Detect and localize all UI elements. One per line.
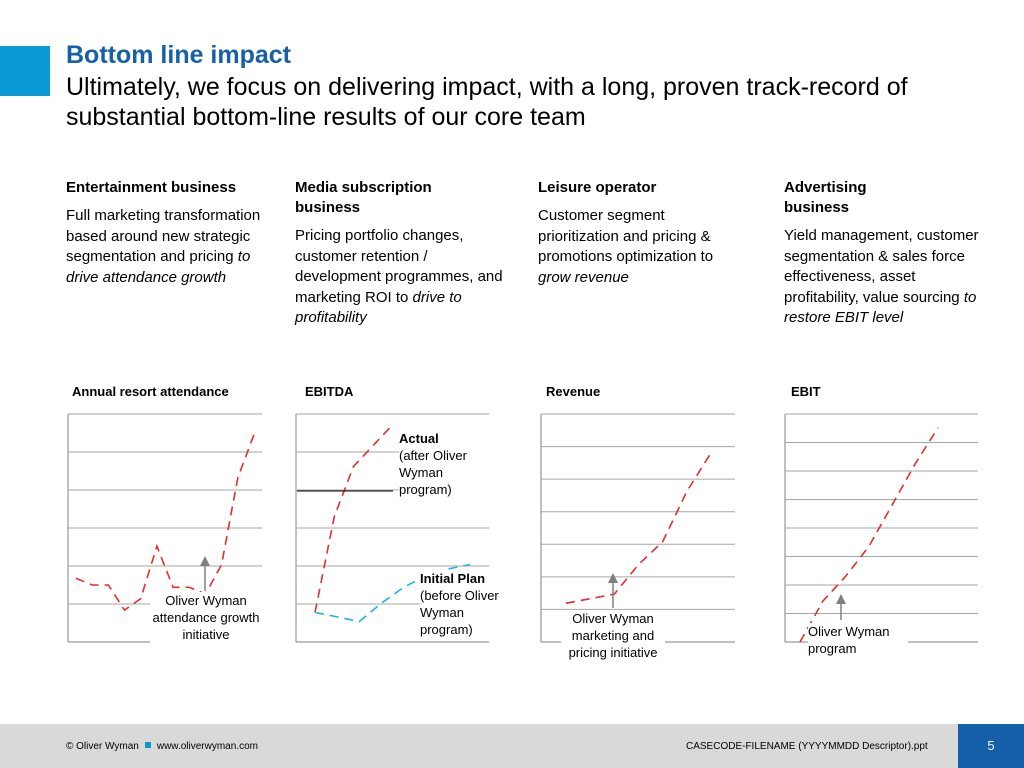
chart-title-revenue: Revenue bbox=[546, 384, 601, 399]
description-emphasis: to restore EBIT level bbox=[784, 288, 977, 327]
page-number: 5 bbox=[958, 724, 1024, 768]
description-text: Pricing portfolio changes, customer rete… bbox=[295, 227, 503, 306]
column-description: Pricing portfolio changes, customer rete… bbox=[295, 226, 510, 329]
chart-title-attendance: Annual resort attendance bbox=[72, 384, 229, 399]
accent-square bbox=[0, 46, 50, 96]
chart-title-ebitda: EBITDA bbox=[305, 384, 354, 399]
column-media: Media subscription business Pricing port… bbox=[295, 178, 510, 329]
actual-title: Actual bbox=[399, 431, 439, 446]
description-emphasis: drive to profitability bbox=[295, 288, 462, 327]
chart-note-revenue: Oliver Wyman marketing and pricing initi… bbox=[561, 610, 665, 661]
bullet-square-icon bbox=[144, 742, 151, 748]
plan-annotation: Initial Plan (before Oliver Wyman progra… bbox=[420, 570, 510, 638]
column-description: Full marketing transformation based arou… bbox=[66, 206, 266, 288]
chart-note-ebit: Oliver Wyman program bbox=[808, 623, 908, 657]
column-description: Customer segment prioritization and pric… bbox=[538, 206, 728, 288]
website-link[interactable]: www.oliverwyman.com bbox=[156, 741, 258, 752]
footer-left: © Oliver Wyman www.oliverwyman.com bbox=[66, 741, 258, 752]
footer-bar bbox=[0, 724, 1024, 768]
description-emphasis: grow revenue bbox=[538, 268, 629, 286]
description-text: Customer segment prioritization and pric… bbox=[538, 207, 714, 265]
chart-title-ebit: EBIT bbox=[791, 384, 821, 399]
chart-series-line bbox=[565, 452, 712, 604]
actual-subtitle: (after Oliver Wyman program) bbox=[399, 448, 467, 497]
footer-filename: CASECODE-FILENAME (YYYYMMDD Descriptor).… bbox=[686, 741, 928, 752]
column-heading: Entertainment business bbox=[66, 179, 237, 196]
arrow-icon bbox=[836, 594, 846, 620]
column-heading: Leisure operator bbox=[538, 179, 657, 196]
chart-series-line bbox=[799, 427, 939, 643]
description-emphasis: to drive attendance growth bbox=[66, 248, 251, 286]
column-description: Yield management, customer segmentation … bbox=[784, 226, 984, 329]
actual-annotation: Actual (after Oliver Wyman program) bbox=[399, 430, 489, 498]
column-entertainment: Entertainment business Full marketing tr… bbox=[66, 178, 266, 288]
arrow-icon bbox=[608, 573, 618, 608]
chart-series-line bbox=[75, 434, 255, 612]
plan-subtitle: (before Oliver Wyman program) bbox=[420, 588, 499, 637]
copyright-text: © Oliver Wyman bbox=[66, 741, 139, 752]
arrow-icon bbox=[200, 556, 210, 591]
column-leisure: Leisure operator Customer segment priori… bbox=[538, 178, 728, 288]
column-advertising: Advertising business Yield management, c… bbox=[784, 178, 984, 329]
description-text: Full marketing transformation based arou… bbox=[66, 207, 261, 265]
description-text: Yield management, customer segmentation … bbox=[784, 227, 979, 306]
column-heading: Advertising business bbox=[784, 179, 867, 216]
chart-series-line bbox=[314, 424, 393, 613]
page-title: Bottom line impact bbox=[66, 41, 292, 69]
column-heading: Media subscription business bbox=[295, 179, 432, 216]
plan-title: Initial Plan bbox=[420, 571, 486, 586]
charts-canvas bbox=[67, 413, 978, 643]
page-subtitle: Ultimately, we focus on delivering impac… bbox=[66, 73, 908, 131]
chart-note-attendance: Oliver Wyman attendance growth initiativ… bbox=[150, 592, 262, 643]
